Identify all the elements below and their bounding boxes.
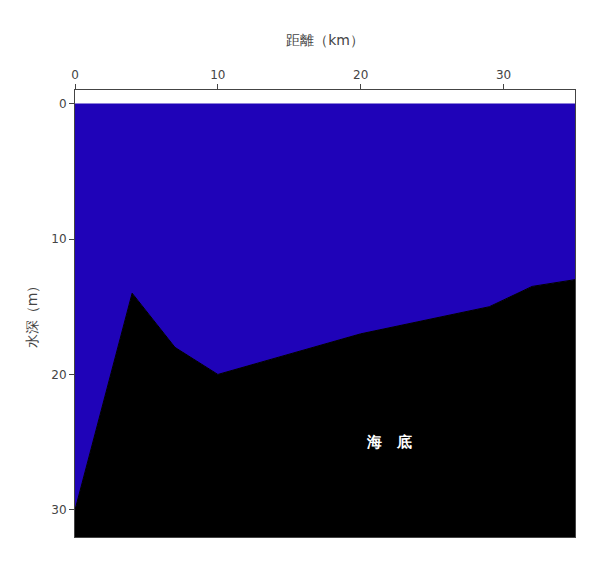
svg-text:20: 20 (51, 368, 66, 382)
svg-text:10: 10 (51, 232, 66, 246)
svg-text:20: 20 (353, 68, 368, 82)
svg-text:0: 0 (71, 68, 79, 82)
svg-text:水深（m）: 水深（m） (24, 279, 40, 349)
svg-text:距離（km）: 距離（km） (286, 32, 364, 48)
svg-text:0: 0 (59, 97, 67, 111)
svg-text:10: 10 (210, 68, 225, 82)
svg-text:30: 30 (496, 68, 511, 82)
svg-text:30: 30 (51, 503, 66, 517)
svg-text:海 底: 海 底 (366, 433, 412, 451)
